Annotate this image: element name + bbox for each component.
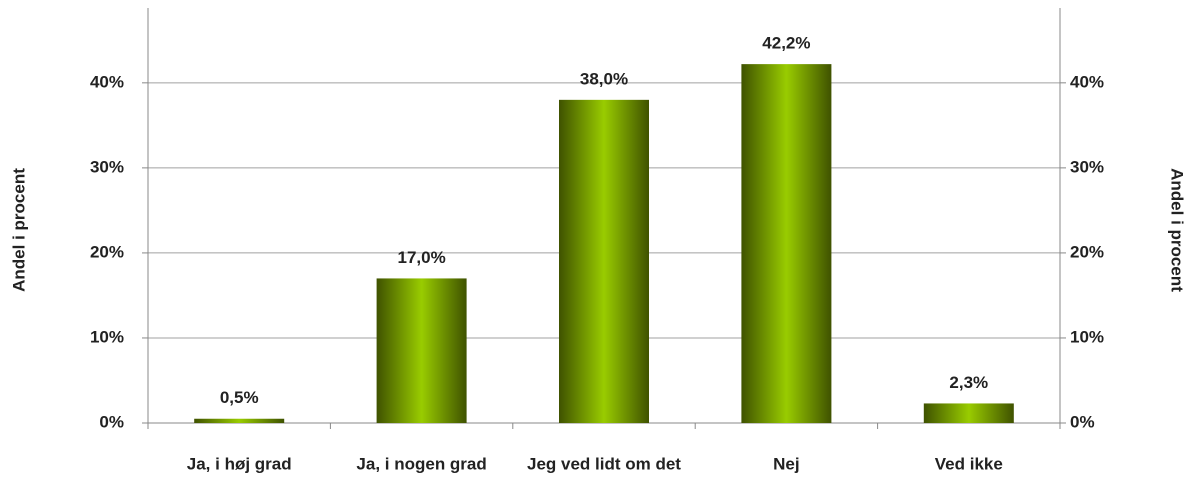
x-tick-label: Ja, i høj grad (187, 454, 292, 473)
y2-tick-label: 10% (1070, 327, 1104, 346)
x-tick-label: Jeg ved lidt om det (527, 454, 681, 473)
value-label: 2,3% (949, 373, 988, 392)
y2-tick-label: 20% (1070, 242, 1104, 261)
value-label: 17,0% (397, 248, 445, 267)
bar (376, 278, 467, 423)
x-tick-label: Nej (773, 454, 799, 473)
y-tick-label: 0% (99, 412, 124, 431)
value-label: 0,5% (220, 388, 259, 407)
bar (194, 418, 285, 423)
bar (559, 99, 649, 423)
value-label: 42,2% (762, 34, 810, 53)
y2-axis-title: Andel i procent (1168, 168, 1187, 292)
y2-tick-label: 40% (1070, 72, 1104, 91)
y-tick-label: 20% (90, 242, 124, 261)
x-tick-label: Ved ikke (935, 454, 1003, 473)
value-label: 38,0% (580, 69, 628, 88)
bar (741, 64, 832, 424)
bar (923, 403, 1014, 423)
y-tick-label: 40% (90, 72, 124, 91)
x-tick-label: Ja, i nogen grad (356, 454, 486, 473)
y2-tick-label: 30% (1070, 157, 1104, 176)
y-tick-label: 30% (90, 157, 124, 176)
y-axis-title: Andel i procent (9, 168, 28, 292)
y-tick-label: 10% (90, 327, 124, 346)
y2-tick-label: 0% (1070, 412, 1095, 431)
